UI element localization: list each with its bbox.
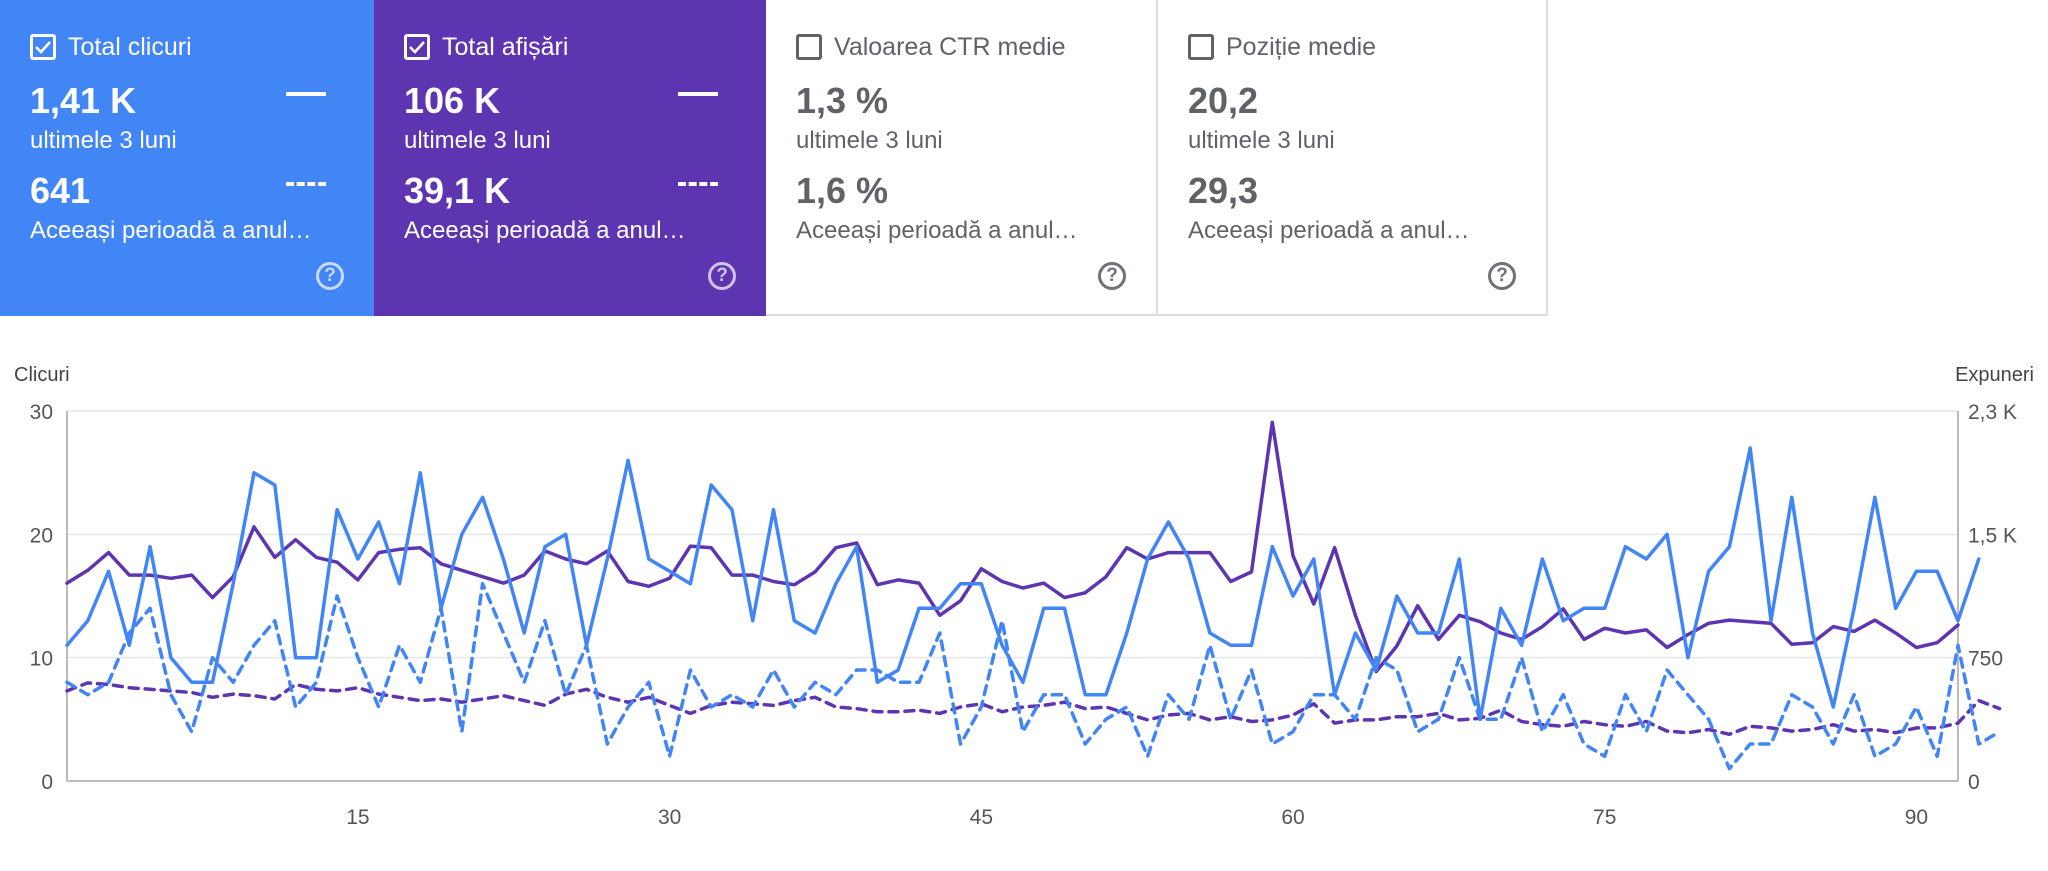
card-average-ctr[interactable]: Valoarea CTR medie 1,3 % ultimele 3 luni… xyxy=(766,0,1158,316)
card-label: Valoarea CTR medie xyxy=(834,33,1066,61)
card-value: 106 K xyxy=(404,80,501,121)
card-compare-value: 641 xyxy=(30,170,91,211)
dashed-line-legend-icon xyxy=(286,182,326,186)
checkbox-unchecked-icon[interactable] xyxy=(796,34,822,60)
card-period: ultimele 3 luni xyxy=(30,127,177,154)
help-icon[interactable]: ? xyxy=(1098,262,1126,290)
help-icon[interactable]: ? xyxy=(708,262,736,290)
left-tick-label: 30 xyxy=(30,401,53,424)
card-total-impressions[interactable]: Total afișări 106 K ultimele 3 luni 39,1… xyxy=(374,0,766,316)
help-icon[interactable]: ? xyxy=(1488,262,1516,290)
card-value: 1,41 K xyxy=(30,80,137,121)
x-tick-label: 60 xyxy=(1281,806,1304,829)
clicks-dashed-series-line xyxy=(65,581,2002,771)
card-compare-period: Aceeași perioadă a anul… xyxy=(30,217,312,244)
solid-line-legend-icon xyxy=(286,92,326,96)
checkbox-unchecked-icon[interactable] xyxy=(1188,34,1214,60)
card-total-clicks[interactable]: Total clicuri 1,41 K ultimele 3 luni 641… xyxy=(0,0,374,316)
card-compare-period: Aceeași perioadă a anul… xyxy=(796,217,1078,244)
impressions-solid-series-line xyxy=(65,420,1960,674)
card-period: ultimele 3 luni xyxy=(796,127,943,154)
x-tick-label: 45 xyxy=(970,806,993,829)
x-tick-label: 90 xyxy=(1905,806,1928,829)
performance-line-chart: 0 10 20 30 0 750 1,5 K 2,3 K 15 30 45 60 75 90 xyxy=(30,401,2017,829)
card-compare-value: 1,6 % xyxy=(796,170,889,211)
left-tick-label: 10 xyxy=(30,648,53,671)
x-tick-label: 15 xyxy=(346,806,369,829)
impressions-dashed-series-line xyxy=(65,681,2002,737)
metric-cards: Total clicuri 1,41 K ultimele 3 luni 641… xyxy=(0,0,1548,316)
left-axis-title: Clicuri xyxy=(14,364,70,386)
card-compare-period: Aceeași perioadă a anul… xyxy=(404,217,686,244)
left-tick-label: 0 xyxy=(41,771,53,794)
checkbox-checked-icon[interactable] xyxy=(404,34,430,60)
dashed-line-legend-icon xyxy=(678,182,718,186)
right-tick-label: 2,3 K xyxy=(1968,401,2017,424)
card-period: ultimele 3 luni xyxy=(404,127,551,154)
card-label: Poziție medie xyxy=(1226,33,1377,61)
x-tick-label: 75 xyxy=(1593,806,1616,829)
card-value: 20,2 xyxy=(1188,80,1259,121)
right-tick-label: 1,5 K xyxy=(1968,524,2017,547)
right-tick-label: 750 xyxy=(1968,648,2003,671)
card-compare-value: 39,1 K xyxy=(404,170,511,211)
card-compare-period: Aceeași perioadă a anul… xyxy=(1188,217,1470,244)
solid-line-legend-icon xyxy=(678,92,718,96)
card-average-position[interactable]: Poziție medie 20,2 ultimele 3 luni 29,3 … xyxy=(1158,0,1548,316)
card-label: Total clicuri xyxy=(68,33,192,61)
card-period: ultimele 3 luni xyxy=(1188,127,1335,154)
clicks-solid-series-line xyxy=(65,446,1981,722)
card-label: Total afișări xyxy=(442,33,569,61)
checkbox-checked-icon[interactable] xyxy=(30,34,56,60)
x-tick-label: 30 xyxy=(658,806,681,829)
right-axis-title: Expuneri xyxy=(1955,364,2034,386)
help-icon[interactable]: ? xyxy=(316,262,344,290)
right-tick-label: 0 xyxy=(1968,771,1980,794)
left-tick-label: 20 xyxy=(30,524,53,547)
card-compare-value: 29,3 xyxy=(1188,170,1259,211)
card-value: 1,3 % xyxy=(796,80,889,121)
